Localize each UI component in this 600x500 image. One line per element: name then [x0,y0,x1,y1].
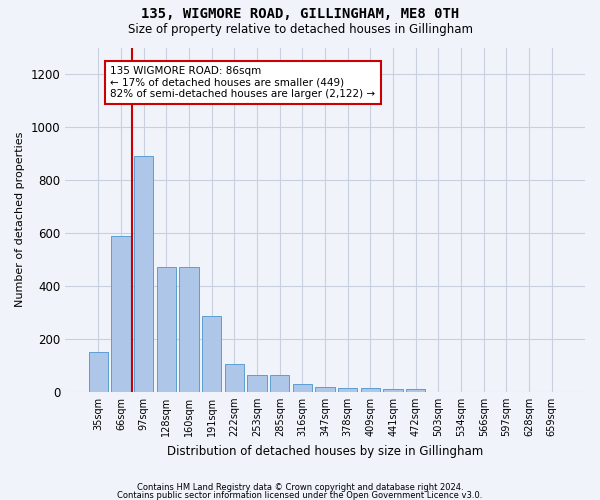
Bar [225,364,244,392]
Bar [179,268,199,392]
Bar [383,388,403,392]
Bar [134,156,154,392]
Text: Contains HM Land Registry data © Crown copyright and database right 2024.: Contains HM Land Registry data © Crown c… [137,484,463,492]
Bar [293,384,312,392]
Text: Contains public sector information licensed under the Open Government Licence v3: Contains public sector information licen… [118,491,482,500]
Y-axis label: Number of detached properties: Number of detached properties [15,132,25,308]
Text: 135, WIGMORE ROAD, GILLINGHAM, ME8 0TH: 135, WIGMORE ROAD, GILLINGHAM, ME8 0TH [141,8,459,22]
Bar [157,268,176,392]
Bar [361,388,380,392]
Text: Size of property relative to detached houses in Gillingham: Size of property relative to detached ho… [128,22,473,36]
Text: 135 WIGMORE ROAD: 86sqm
← 17% of detached houses are smaller (449)
82% of semi-d: 135 WIGMORE ROAD: 86sqm ← 17% of detache… [110,66,376,99]
Bar [202,316,221,392]
Bar [89,352,108,392]
Bar [338,388,358,392]
X-axis label: Distribution of detached houses by size in Gillingham: Distribution of detached houses by size … [167,444,483,458]
Bar [112,236,131,392]
Bar [406,388,425,392]
Bar [316,386,335,392]
Bar [247,376,267,392]
Bar [270,376,289,392]
